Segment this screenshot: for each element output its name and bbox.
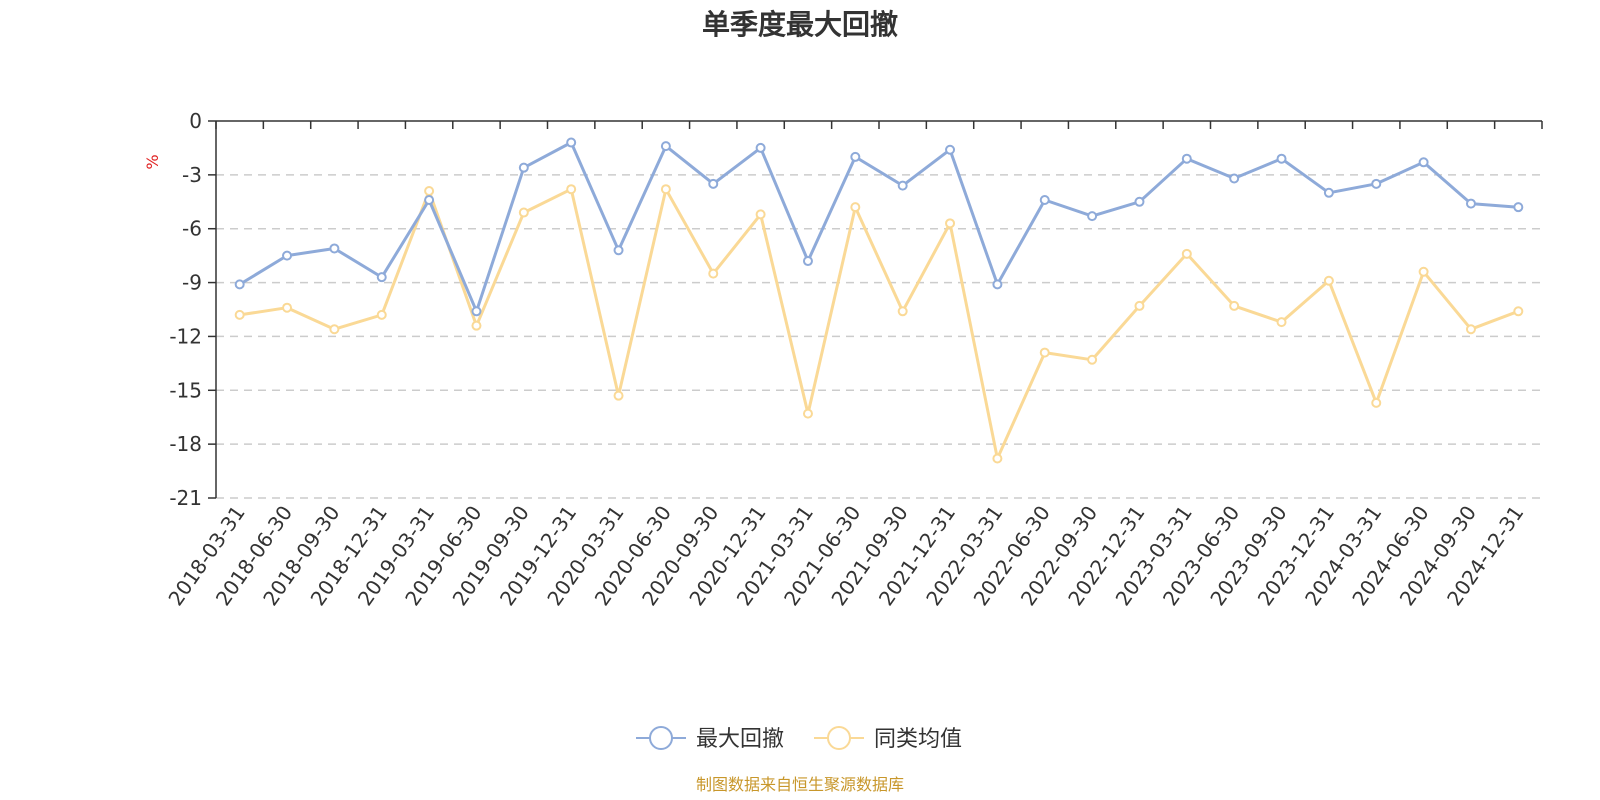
data-point <box>471 306 482 317</box>
legend-marker-0 <box>649 726 673 750</box>
data-point <box>518 162 529 173</box>
data-point <box>566 137 577 148</box>
data-point <box>708 268 719 279</box>
y-tick-label: -3 <box>182 163 202 187</box>
data-point <box>1371 178 1382 189</box>
data-point <box>1134 300 1145 311</box>
data-point <box>802 408 813 419</box>
data-point <box>424 194 435 205</box>
data-point <box>802 256 813 267</box>
data-point <box>945 144 956 155</box>
data-point <box>1465 324 1476 335</box>
y-tick-label: -21 <box>169 486 202 510</box>
data-point <box>471 320 482 331</box>
chart-title: 单季度最大回撤 <box>702 8 898 41</box>
data-point <box>1134 196 1145 207</box>
y-tick-label: 0 <box>189 109 202 133</box>
data-point <box>850 151 861 162</box>
data-point <box>708 178 719 189</box>
legend-label-0: 最大回撤 <box>696 727 784 752</box>
legend-marker-1 <box>827 726 851 750</box>
data-point <box>1276 317 1287 328</box>
data-point <box>1039 194 1050 205</box>
data-point <box>660 141 671 152</box>
series-line-0 <box>238 141 1519 313</box>
data-point <box>1087 211 1098 222</box>
legend-item-1[interactable]: 同类均值 <box>814 726 962 752</box>
data-point <box>234 309 245 320</box>
data-point <box>613 390 624 401</box>
legend-label-1: 同类均值 <box>874 727 962 752</box>
data-point <box>1323 275 1334 286</box>
gridlines <box>216 174 1542 499</box>
data-point <box>566 184 577 195</box>
data-point <box>992 279 1003 290</box>
data-point <box>992 453 1003 464</box>
data-point <box>1039 347 1050 358</box>
data-point <box>1371 397 1382 408</box>
data-point <box>755 142 766 153</box>
data-point <box>282 250 293 261</box>
data-point <box>234 279 245 290</box>
series-lines <box>234 137 1524 464</box>
data-point <box>424 186 435 197</box>
data-point <box>1418 157 1429 168</box>
data-point <box>1323 187 1334 198</box>
data-point <box>1513 202 1524 213</box>
data-point <box>376 272 387 283</box>
data-point <box>1181 248 1192 259</box>
data-point <box>282 302 293 313</box>
legend-item-0[interactable]: 最大回撤 <box>636 726 784 752</box>
data-source-note: 制图数据来自恒生聚源数据库 <box>696 775 904 794</box>
axes: 0-3-6-9-12-15-18-212018-03-312018-06-302… <box>163 109 1543 610</box>
data-point <box>660 184 671 195</box>
data-point <box>329 324 340 335</box>
y-tick-label: -15 <box>169 378 202 402</box>
data-point <box>755 209 766 220</box>
y-tick-label: -18 <box>169 432 202 456</box>
data-point <box>1418 266 1429 277</box>
data-point <box>1276 153 1287 164</box>
data-point <box>1229 173 1240 184</box>
y-tick-label: -12 <box>169 324 202 348</box>
series-line-1 <box>239 187 1519 460</box>
data-point <box>1087 354 1098 365</box>
data-point <box>1465 198 1476 209</box>
data-point <box>1513 306 1524 317</box>
y-axis-unit-label: % <box>143 154 162 169</box>
data-point <box>613 245 624 256</box>
data-point <box>850 202 861 213</box>
data-point <box>518 207 529 218</box>
y-tick-label: -9 <box>182 271 202 295</box>
y-tick-label: -6 <box>182 217 202 241</box>
legend[interactable]: 最大回撤 同类均值 <box>636 726 962 752</box>
data-point <box>897 180 908 191</box>
data-point <box>1229 300 1240 311</box>
data-point <box>376 309 387 320</box>
data-point <box>897 306 908 317</box>
data-point <box>945 218 956 229</box>
data-point <box>1181 153 1192 164</box>
data-point <box>329 243 340 254</box>
